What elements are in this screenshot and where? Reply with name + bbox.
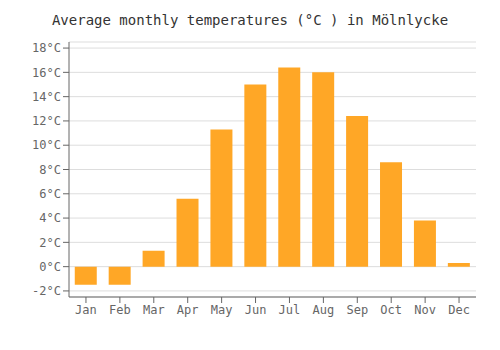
svg-text:Feb: Feb <box>109 303 131 317</box>
html-text:Average monthly temperatures (: Average monthly temperatures (°C ) in Mö… <box>51 12 449 28</box>
svg-text:Dec: Dec <box>448 303 470 317</box>
svg-text:Jan: Jan <box>75 303 97 317</box>
svg-text:-2°C: -2°C <box>32 284 61 298</box>
svg-text:16°C: 16°C <box>32 66 61 80</box>
svg-text:May: May <box>211 303 233 317</box>
svg-text:0°C: 0°C <box>39 260 61 274</box>
svg-text:12°C: 12°C <box>32 114 61 128</box>
svg-text:2°C: 2°C <box>39 236 61 250</box>
svg-text:Sep: Sep <box>346 303 368 317</box>
svg-text:4°C: 4°C <box>39 211 61 225</box>
svg-text:10°C: 10°C <box>32 138 61 152</box>
svg-text:Jul: Jul <box>279 303 301 317</box>
svg-text:Mar: Mar <box>143 303 165 317</box>
svg-text:Nov: Nov <box>414 303 436 317</box>
svg-text:18°C: 18°C <box>32 41 61 55</box>
svg-text:14°C: 14°C <box>32 90 61 104</box>
svg-text:Oct: Oct <box>380 303 402 317</box>
svg-text:Jun: Jun <box>245 303 267 317</box>
svg-text:Apr: Apr <box>177 303 199 317</box>
svg-text:6°C: 6°C <box>39 187 61 201</box>
svg-text:8°C: 8°C <box>39 163 61 177</box>
svg-text:Aug: Aug <box>313 303 335 317</box>
